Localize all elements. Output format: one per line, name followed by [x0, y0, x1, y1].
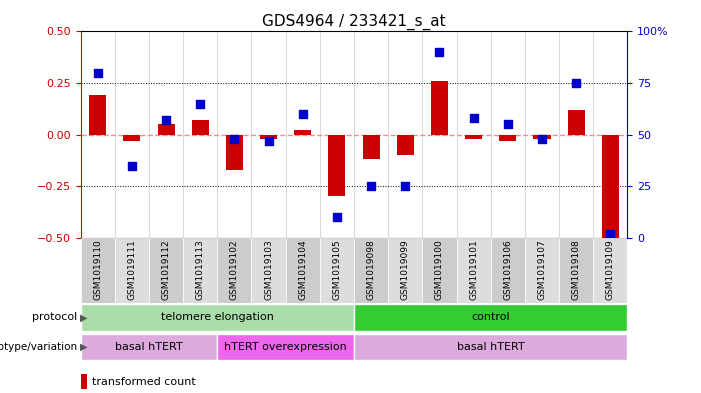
Bar — [328, 134, 346, 196]
Bar — [388, 238, 422, 303]
Bar — [525, 238, 559, 303]
Text: GSM1019106: GSM1019106 — [503, 240, 512, 301]
Text: basal hTERT: basal hTERT — [457, 342, 524, 352]
Point — [195, 101, 206, 107]
Point — [571, 80, 582, 86]
Text: GSM1019099: GSM1019099 — [401, 240, 410, 301]
Bar — [183, 238, 217, 303]
Bar — [89, 95, 107, 134]
Bar — [115, 238, 149, 303]
Text: genotype/variation: genotype/variation — [0, 342, 77, 352]
Text: GSM1019109: GSM1019109 — [606, 240, 615, 301]
Bar — [431, 81, 448, 134]
Text: GSM1019110: GSM1019110 — [93, 240, 102, 301]
Text: GSM1019103: GSM1019103 — [264, 240, 273, 301]
Bar — [81, 334, 217, 360]
Point — [434, 49, 445, 55]
Text: GSM1019100: GSM1019100 — [435, 240, 444, 301]
Text: hTERT overexpression: hTERT overexpression — [224, 342, 347, 352]
Text: GSM1019108: GSM1019108 — [571, 240, 580, 301]
Bar — [217, 334, 354, 360]
Text: control: control — [471, 312, 510, 322]
Bar — [559, 238, 593, 303]
Bar — [397, 134, 414, 155]
Bar — [252, 238, 286, 303]
Bar — [260, 134, 277, 139]
Bar — [191, 120, 209, 134]
Point — [126, 162, 137, 169]
Point — [161, 117, 172, 123]
Text: basal hTERT: basal hTERT — [115, 342, 183, 352]
Bar — [354, 238, 388, 303]
Bar — [158, 124, 175, 134]
Text: telomere elongation: telomere elongation — [161, 312, 274, 322]
Point — [468, 115, 479, 121]
Text: protocol: protocol — [32, 312, 77, 322]
Bar — [149, 238, 183, 303]
Bar — [593, 238, 627, 303]
Point — [92, 70, 103, 76]
Bar — [217, 238, 252, 303]
Bar — [354, 304, 627, 331]
Point — [536, 136, 547, 142]
Bar — [226, 134, 243, 170]
Bar — [123, 134, 140, 141]
Text: GSM1019105: GSM1019105 — [332, 240, 341, 301]
Point — [502, 121, 513, 127]
Text: ▶: ▶ — [80, 312, 88, 322]
Text: GSM1019112: GSM1019112 — [161, 240, 170, 300]
Point — [263, 138, 274, 144]
Text: GSM1019113: GSM1019113 — [196, 240, 205, 301]
Title: GDS4964 / 233421_s_at: GDS4964 / 233421_s_at — [262, 14, 446, 30]
Bar — [499, 134, 517, 141]
Bar — [81, 374, 88, 389]
Bar — [465, 134, 482, 139]
Point — [297, 111, 308, 117]
Bar — [81, 304, 354, 331]
Point — [400, 183, 411, 189]
Bar — [81, 238, 115, 303]
Bar — [320, 238, 354, 303]
Point — [332, 214, 343, 220]
Bar — [533, 134, 550, 139]
Bar — [286, 238, 320, 303]
Text: GSM1019102: GSM1019102 — [230, 240, 239, 300]
Bar — [491, 238, 525, 303]
Bar — [601, 134, 619, 238]
Point — [365, 183, 376, 189]
Bar — [422, 238, 456, 303]
Text: GSM1019104: GSM1019104 — [298, 240, 307, 300]
Text: GSM1019098: GSM1019098 — [367, 240, 376, 301]
Text: transformed count: transformed count — [92, 376, 196, 387]
Text: ▶: ▶ — [80, 342, 88, 352]
Point — [605, 230, 616, 237]
Text: GSM1019111: GSM1019111 — [128, 240, 137, 301]
Text: GSM1019107: GSM1019107 — [538, 240, 547, 301]
Text: GSM1019101: GSM1019101 — [469, 240, 478, 301]
Bar — [456, 238, 491, 303]
Point — [229, 136, 240, 142]
Bar — [568, 110, 585, 134]
Bar — [362, 134, 380, 159]
Bar — [294, 130, 311, 134]
Bar — [354, 334, 627, 360]
